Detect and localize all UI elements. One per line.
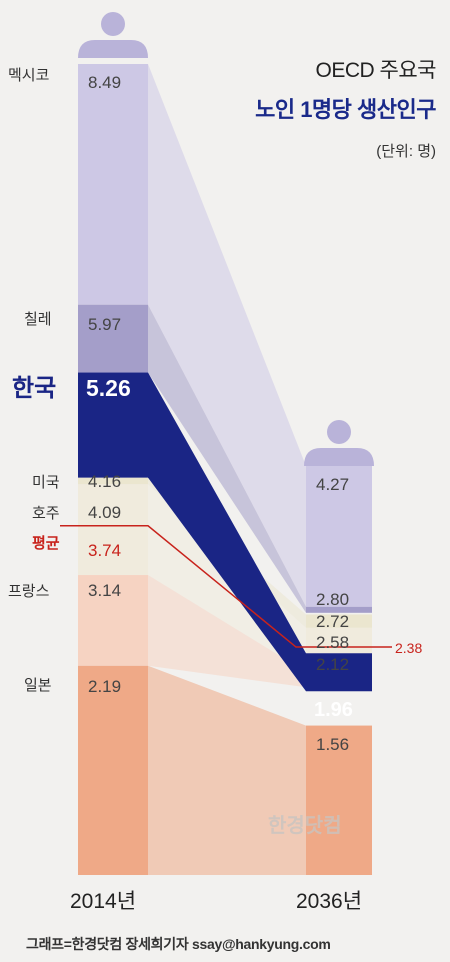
country-label-멕시코: 멕시코 [8,67,49,84]
average-line [60,524,392,648]
country-label-칠레: 칠레 [24,311,52,328]
flow-chile [148,304,306,613]
watermark-text: 한경닷컴 [268,814,342,837]
credit-text: 그래프=한경닷컴 장세희기자 ssay@hankyung.com [26,936,331,952]
value-label-2014-2: 5.26 [86,375,131,401]
bar36-chile [306,606,372,613]
unit-label: (단위: 명) [376,143,436,160]
person-icon-2014-body [78,40,148,58]
country-label-한국: 한국 [12,375,56,402]
bar36-mexico [306,466,372,607]
value-label-2014-3: 4.16 [88,472,121,491]
bar14-france [78,575,148,666]
country-label-프랑스: 프랑스 [8,583,50,600]
value-label-2014-0: 8.49 [88,73,121,92]
person-icon-2036-body [304,448,374,466]
bar14-chile [78,304,148,373]
country-label-미국: 미국 [32,474,60,491]
value-label-2014-4: 4.09 [88,503,121,522]
bar14-mexico [78,64,148,305]
person-icon-2014-head [101,12,125,36]
value-label-2036-3: 2.58 [316,633,349,652]
bar14-japan [78,665,148,875]
value-label-2036-2: 1.96 [314,699,353,721]
bar36-usa [306,614,372,628]
country-label-일본: 일본 [24,677,52,694]
value-label-2036-avg: 2.38 [395,640,422,656]
value-label-2036-0: 4.27 [316,475,349,494]
title-block: OECD 주요국 노인 1명당 생산인구 (단위: 명) [255,54,436,161]
bar14-korea [78,372,148,478]
value-label-2014-5: 3.74 [88,541,121,560]
value-label-2036-6: 2.12 [316,655,349,674]
country-label-호주: 호주 [32,505,60,522]
value-label-2036-1: 2.80 [316,590,349,609]
country-label-평균: 평균 [32,534,60,552]
bar36-korea [306,653,372,692]
flow-mexico [148,64,306,607]
chart-title: OECD 주요국 [315,59,437,82]
value-label-2014-7: 2.19 [88,677,121,696]
bar14-usa [78,477,148,485]
flow-japan [148,665,306,875]
chart-subtitle: 노인 1명당 생산인구 [255,97,436,122]
x-tick-2036: 2036년 [296,890,362,913]
x-tick-2014: 2014년 [70,890,136,913]
person-icon-2036-head [327,420,351,444]
value-label-2014-6: 3.14 [88,581,121,600]
value-label-2036-4: 2.72 [316,612,349,631]
bar14-australia [78,484,148,576]
value-label-2036-7: 1.56 [316,735,349,754]
bar36-japan [306,725,372,875]
flow-korea [148,372,306,692]
flow-france [148,575,306,688]
value-label-2014-1: 5.97 [88,315,121,334]
